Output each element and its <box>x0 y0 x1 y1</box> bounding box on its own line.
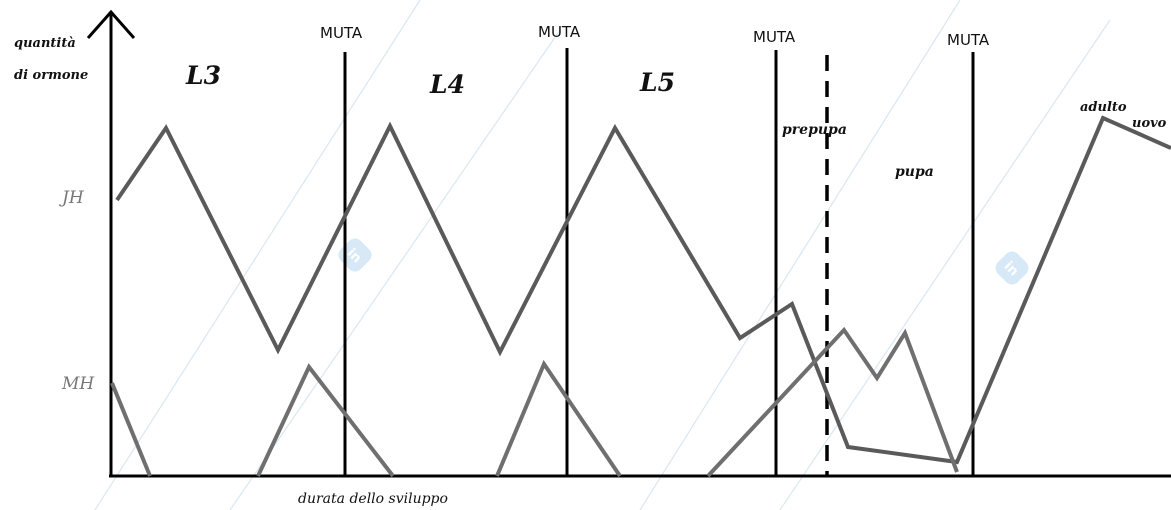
x-axis-label: durata dello sviluppo <box>298 491 448 507</box>
mh-curve <box>495 359 622 478</box>
stage-label-l3: L3 <box>185 61 221 90</box>
molt-label: MUTA <box>753 28 796 46</box>
mh-curve <box>706 326 959 478</box>
watermark-lines <box>94 0 1111 510</box>
mh-curve <box>256 363 395 478</box>
molt-label: MUTA <box>538 23 581 41</box>
jh-tick-label: JH <box>59 188 85 208</box>
stage-label-uovo: uovo <box>1132 116 1167 131</box>
stage-label-pupa: pupa <box>895 164 934 180</box>
molt-label: MUTA <box>947 31 990 49</box>
y-axis-label: di ormone <box>14 68 88 83</box>
watermark-logo: in <box>995 251 1029 285</box>
stage-label-prepupa: prepupa <box>782 122 847 138</box>
mh-curve <box>110 382 152 477</box>
jh-curve <box>115 115 1171 465</box>
stage-label-l5: L5 <box>639 68 675 97</box>
y-axis-arrowhead <box>86 9 136 39</box>
stage-label-l4: L4 <box>429 70 465 99</box>
mh-tick-label: MH <box>61 374 95 394</box>
y-axis-label: quantità <box>14 36 76 51</box>
watermark-logo: in <box>338 238 372 272</box>
stage-label-adulto: adulto <box>1080 100 1127 115</box>
molt-label: MUTA <box>320 24 363 42</box>
